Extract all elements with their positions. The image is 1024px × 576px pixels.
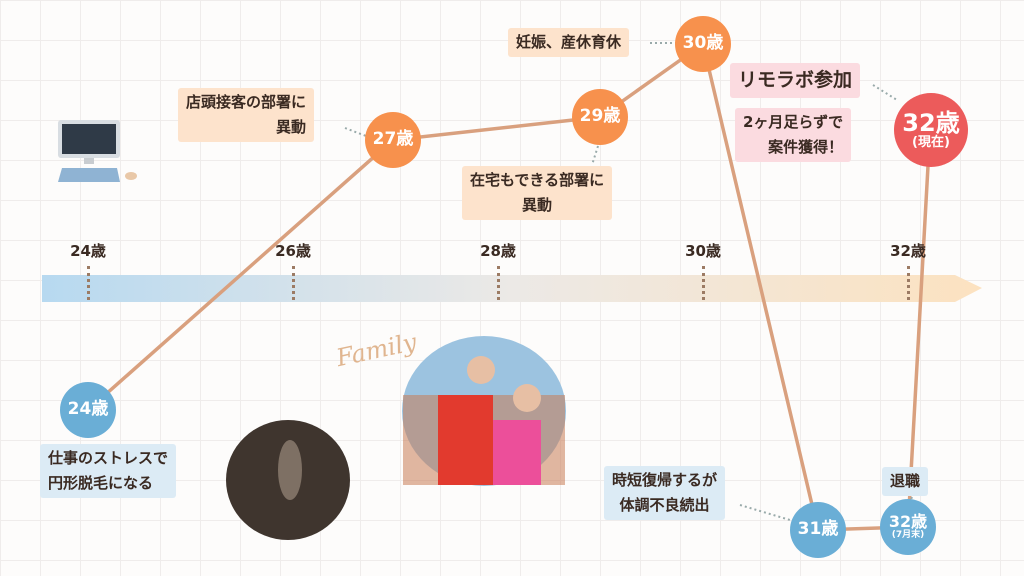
computer-icon [58, 120, 137, 182]
event-line: 円形脱毛になる [48, 474, 154, 492]
node-label: 32歳 [888, 511, 928, 531]
tick-marker [292, 266, 295, 300]
axis-tick-30: 30歳 [685, 242, 721, 260]
hair-loss-photo [226, 420, 350, 540]
event-31: 時短復帰するが 体調不良続出 [604, 466, 726, 520]
event-24: 仕事のストレスで 円形脱毛になる [40, 444, 177, 498]
node-30: 30歳 [675, 16, 731, 72]
node-32-end: 32歳 (7月末) [880, 499, 936, 555]
event-line: 店頭接客の部署に [186, 93, 307, 111]
event-30: 妊娠、産休育休 [508, 28, 630, 57]
node-sublabel: (現在) [912, 134, 950, 150]
axis-tick-32: 32歳 [890, 242, 926, 260]
tick-marker [87, 266, 90, 300]
axis-tick-24: 24歳 [70, 242, 106, 260]
node-label: 32歳 [902, 108, 960, 137]
timeline-arrow [42, 275, 982, 302]
tick-marker [702, 266, 705, 300]
event-32-now-title: リモラボ参加 [730, 63, 861, 98]
event-line: 在宅もできる部署に [470, 171, 605, 189]
tick-marker [907, 266, 910, 300]
node-24: 24歳 [60, 382, 116, 438]
event-line: 仕事のストレスで [48, 449, 169, 467]
node-27: 27歳 [365, 112, 421, 168]
axis-tick-28: 28歳 [480, 242, 516, 260]
event-line: 2ヶ月足らずで [743, 113, 844, 131]
event-line: 異動 [276, 118, 307, 136]
axis-tick-26: 26歳 [275, 242, 311, 260]
event-line: 異動 [522, 196, 553, 214]
event-27: 店頭接客の部署に異動 [178, 88, 315, 142]
event-line: 時短復帰するが [612, 471, 718, 489]
node-29: 29歳 [572, 89, 628, 145]
event-line: 案件獲得！ [768, 138, 844, 156]
event-32-end: 退職 [882, 467, 929, 496]
connector-dots [344, 42, 913, 521]
family-photo [402, 336, 566, 486]
event-29: 在宅もできる部署に 異動 [462, 166, 613, 220]
node-sublabel: (7月末) [891, 529, 925, 540]
node-31: 31歳 [790, 502, 846, 558]
tick-marker [497, 266, 500, 300]
event-line: 体調不良続出 [619, 496, 710, 514]
node-32-now: 32歳 (現在) [894, 93, 968, 167]
event-32-now: 2ヶ月足らずで案件獲得！ [735, 108, 852, 162]
